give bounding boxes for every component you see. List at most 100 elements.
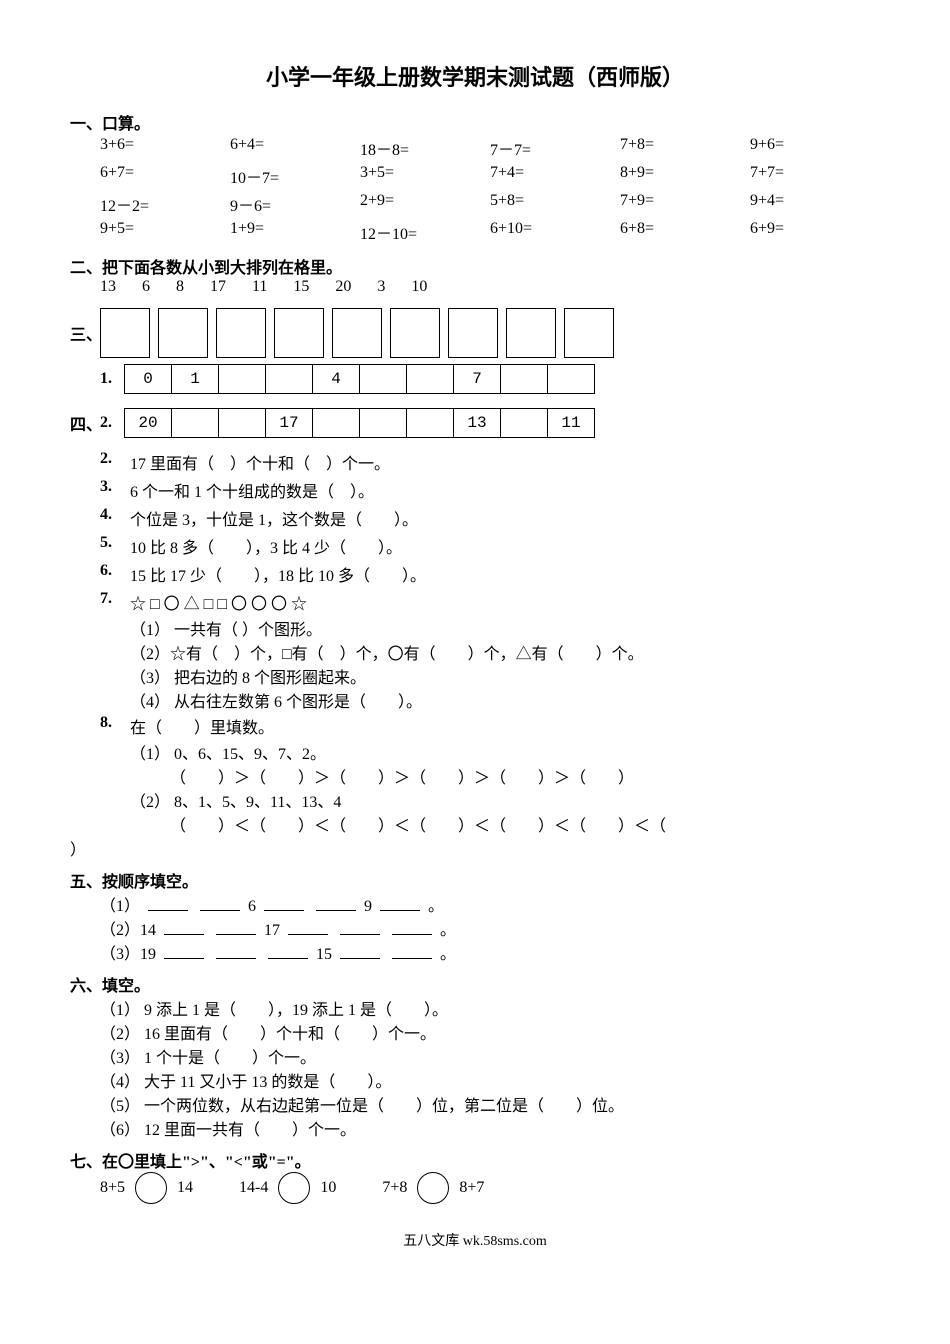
sort-num: 8	[176, 278, 184, 295]
q8-sub2: （2） 8、1、5、9、11、13、4	[130, 788, 880, 812]
seq-cell	[501, 409, 548, 438]
seq-cell	[407, 365, 454, 394]
seq-cell: 17	[266, 409, 313, 438]
answer-box	[274, 308, 324, 358]
calc-cell: 7+7=	[750, 162, 880, 190]
page-title: 小学一年级上册数学期末测试题（西师版）	[70, 60, 880, 92]
seq2-label: 2.	[100, 414, 118, 432]
q8-sub1: （1） 0、6、15、9、7、2。	[130, 740, 880, 764]
sort-num: 11	[252, 278, 267, 295]
answer-box	[216, 308, 266, 358]
blank	[216, 920, 256, 935]
seq5-row1: （1） 6 9 。	[100, 892, 880, 916]
period: 。	[428, 898, 444, 915]
answer-box	[506, 308, 556, 358]
blank	[164, 944, 204, 959]
q-num: 6.	[100, 562, 130, 586]
calc-cell: 6+4=	[230, 134, 360, 162]
blank	[288, 920, 328, 935]
seq-cell: 1	[172, 365, 219, 394]
blank	[164, 920, 204, 935]
q-num: 4.	[100, 506, 130, 530]
answer-box	[332, 308, 382, 358]
q-num: 7.	[100, 590, 130, 614]
period: 。	[440, 922, 456, 939]
sort-num: 15	[293, 278, 309, 295]
circle-icon	[278, 1172, 310, 1204]
seq-cell: 13	[454, 409, 501, 438]
sort-num: 10	[411, 278, 427, 295]
seq-cell	[548, 365, 595, 394]
q7-sub4: （4） 从右往左数第 6 个图形是（ ）。	[130, 688, 880, 712]
seq1-table: 0 1 4 7	[124, 364, 595, 394]
answer-box	[100, 308, 150, 358]
cmp-left: 14-4	[239, 1179, 268, 1197]
seq5-r2a: （2）14	[100, 922, 156, 939]
section2-header: 二、把下面各数从小到大排列在格里。	[70, 254, 880, 278]
calc-cell: 6+10=	[490, 218, 620, 246]
answer-box	[158, 308, 208, 358]
calc-cell: 9+5=	[100, 218, 230, 246]
q7-sub1: （1） 一共有（ ）个图形。	[130, 616, 880, 640]
calc-cell: 8+9=	[620, 162, 750, 190]
seq-cell	[407, 409, 454, 438]
q-text: 15 比 17 少（ ），18 比 10 多（ ）。	[130, 562, 426, 586]
calc-cell: 12－2=	[100, 190, 230, 218]
answer-box	[448, 308, 498, 358]
seq5-r3mid: 15	[316, 946, 332, 963]
q-num: 5.	[100, 534, 130, 558]
calc-cell: 10－7=	[230, 162, 360, 190]
seq5-r1mid: 6	[248, 898, 256, 915]
seq5-row2: （2）14 17 。	[100, 916, 880, 940]
q-text: 17 里面有（ ）个十和（ ）个一。	[130, 450, 390, 474]
q8-sub2b: （ ）＜（ ）＜（ ）＜（ ）＜（ ）＜（ ）＜（	[170, 812, 880, 836]
blank	[316, 896, 356, 911]
seq-cell	[219, 365, 266, 394]
seq-cell: 0	[125, 365, 172, 394]
q-text: ☆ □ 〇 △ □ □ 〇 〇 〇 ☆	[130, 590, 307, 614]
footer-text: 五八文库 wk.58sms.com	[70, 1230, 880, 1250]
q6-r3: （3） 1 个十是（ ）个一。	[100, 1044, 880, 1068]
blank	[380, 896, 420, 911]
q8-sub2c: ）	[70, 836, 880, 860]
q-text: 在（ ）里填数。	[130, 714, 274, 738]
calc-cell: 3+6=	[100, 134, 230, 162]
q6-r1: （1） 9 添上 1 是（ ），19 添上 1 是（ ）。	[100, 996, 880, 1020]
blank	[148, 896, 188, 911]
calc-cell: 9+6=	[750, 134, 880, 162]
cmp-right: 8+7	[459, 1179, 484, 1197]
seq5-row3: （3）19 15 。	[100, 940, 880, 964]
q6-r6: （6） 12 里面一共有（ ）个一。	[100, 1116, 880, 1140]
seq5-r3a: （3）19	[100, 946, 156, 963]
q-num: 8.	[100, 714, 130, 738]
calc-cell: 9－6=	[230, 190, 360, 218]
sort-num: 13	[100, 278, 116, 295]
calc-cell: 7+8=	[620, 134, 750, 162]
seq-cell: 7	[454, 365, 501, 394]
section7-header: 七、在〇里填上">"、"<"或"="。	[70, 1148, 880, 1172]
q-num: 2.	[100, 450, 130, 474]
period: 。	[440, 946, 456, 963]
q-text: 6 个一和 1 个十组成的数是（ ）。	[130, 478, 374, 502]
q8-sub1b: （ ）＞（ ）＞（ ）＞（ ）＞（ ）＞（ ）	[170, 764, 880, 788]
section3-header: 三、	[70, 321, 100, 345]
sort-num: 3	[377, 278, 385, 295]
calc-cell: 5+8=	[490, 190, 620, 218]
seq5-r2mid: 17	[264, 922, 280, 939]
seq5-r1a: （1）	[100, 898, 140, 915]
sort-num: 20	[335, 278, 351, 295]
cmp-right: 14	[177, 1179, 193, 1197]
answer-box	[564, 308, 614, 358]
calc-cell: 6+8=	[620, 218, 750, 246]
blank	[340, 944, 380, 959]
calc-cell: 1+9=	[230, 218, 360, 246]
calc-cell: 12－10=	[360, 218, 490, 246]
cmp-left: 8+5	[100, 1179, 125, 1197]
section6-header: 六、填空。	[70, 972, 880, 996]
calc-cell: 9+4=	[750, 190, 880, 218]
section1-header: 一、口算。	[70, 110, 880, 134]
blank	[216, 944, 256, 959]
calc-cell: 2+9=	[360, 190, 490, 218]
q6-r4: （4） 大于 11 又小于 13 的数是（ ）。	[100, 1068, 880, 1092]
seq5-r1end: 9	[364, 898, 372, 915]
